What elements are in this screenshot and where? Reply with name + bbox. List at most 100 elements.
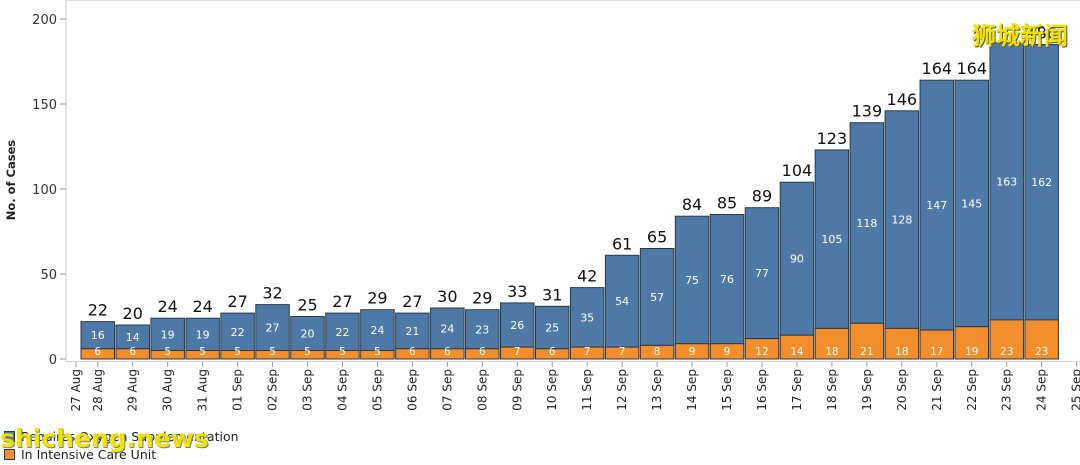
x-tick-label: 17 Sep <box>790 369 804 411</box>
data-label-total: 164 <box>956 59 987 78</box>
bar-icu <box>569 346 605 360</box>
axes: 0 50 100 150 200 No. of Cases 27 Aug 28 Aug 29 A… <box>4 0 1080 412</box>
data-label-oxygen: 26 <box>510 319 524 332</box>
bar-icu <box>919 329 955 360</box>
legend-item-icu: In Intensive Care Unit <box>4 445 239 463</box>
data-label-icu: 7 <box>619 346 626 358</box>
x-tick-label: 15 Sep <box>720 369 734 411</box>
bar-icu <box>884 327 920 360</box>
x-tick-label: 31 Aug <box>196 369 210 412</box>
bar-oxygen <box>814 149 850 329</box>
data-label-icu: 12 <box>755 346 768 358</box>
bar-oxygen <box>255 304 290 352</box>
data-label-oxygen: 145 <box>961 197 982 210</box>
bar-icu <box>744 338 780 360</box>
bar-icu <box>185 350 220 360</box>
data-label-oxygen: 19 <box>161 328 175 341</box>
data-label-oxygen: 77 <box>755 267 769 280</box>
x-tick-label: 18 Sep <box>825 369 839 411</box>
data-label-icu: 5 <box>269 346 276 358</box>
x-tick-label: 20 Sep <box>895 369 909 411</box>
data-label-icu: 17 <box>930 346 943 358</box>
data-label-icu: 6 <box>409 346 416 358</box>
data-label-total: 27 <box>402 292 422 311</box>
legend-label-oxygen: Requires Oxygen Supplementation <box>21 428 239 444</box>
x-tick-label: 03 Sep <box>301 369 315 411</box>
data-label-oxygen: 118 <box>856 217 877 230</box>
bar-icu <box>779 334 815 360</box>
bar-oxygen <box>1024 44 1059 321</box>
data-label-oxygen: 105 <box>821 233 842 246</box>
bar-icu <box>639 344 675 360</box>
data-label-total: 33 <box>507 282 527 301</box>
data-label-oxygen: 35 <box>580 311 594 324</box>
x-tick-label: 14 Sep <box>685 369 699 411</box>
data-label-total: 139 <box>852 102 883 121</box>
bar-icu <box>255 350 290 360</box>
bar-oxygen <box>674 215 710 345</box>
data-label-total: 146 <box>887 90 918 109</box>
data-label-icu: 5 <box>374 346 381 358</box>
data-label-icu: 6 <box>444 346 451 358</box>
bar-icu <box>500 346 535 360</box>
data-label-total: 65 <box>647 228 667 247</box>
data-label-total: 29 <box>472 289 492 308</box>
x-tick-label: 19 Sep <box>860 369 874 411</box>
y-tick-label: 50 <box>40 268 57 283</box>
bar-icu <box>80 348 115 360</box>
stacked-bar-chart: 0 50 100 150 200 No. of Cases 27 Aug 28 Aug 29 A… <box>4 0 1080 412</box>
legend: Requires Oxygen Supplementation In Inten… <box>4 427 239 463</box>
bar-icu <box>814 327 850 360</box>
bar-icu <box>115 348 150 360</box>
data-label-icu: 23 <box>1000 346 1013 358</box>
data-label-oxygen: 14 <box>126 331 140 344</box>
data-label-total: 27 <box>227 292 247 311</box>
bar-icu <box>604 346 640 360</box>
data-label-total: 61 <box>612 234 632 253</box>
data-label-icu: 6 <box>549 346 556 358</box>
data-label-total: 31 <box>542 285 562 304</box>
data-label-oxygen: 23 <box>475 323 489 336</box>
bar-icu <box>709 343 745 360</box>
data-label-total: 24 <box>192 297 212 316</box>
data-label-icu: 18 <box>895 346 908 358</box>
bar-oxygen <box>185 317 220 352</box>
bar-icu <box>325 350 360 360</box>
data-label-icu: 5 <box>304 346 311 358</box>
x-tick-label: 13 Sep <box>650 369 664 411</box>
y-tick-label: 0 <box>49 353 57 368</box>
bar-icu <box>150 350 185 360</box>
y-tick-label: 100 <box>32 183 57 198</box>
bar-icu <box>674 343 710 360</box>
x-tick-label: 10 Sep <box>545 369 559 411</box>
bar-oxygen <box>500 302 535 348</box>
bar-icu <box>954 326 989 360</box>
y-tick-label: 150 <box>32 98 57 113</box>
x-tick-label: 25 Sep <box>1070 369 1080 411</box>
data-label-oxygen: 22 <box>335 326 349 339</box>
bar-icu <box>465 348 500 360</box>
data-label-icu: 9 <box>724 346 731 358</box>
bar-oxygen <box>989 42 1024 321</box>
x-tick-label: 05 Sep <box>370 369 384 411</box>
data-label-total: 22 <box>88 301 108 320</box>
bars <box>80 42 1059 360</box>
bar-icu <box>849 322 885 360</box>
x-tick-label: 01 Sep <box>231 369 245 411</box>
bar-oxygen <box>849 122 885 324</box>
data-label-oxygen: 147 <box>926 199 947 212</box>
x-tick-label: 11 Sep <box>580 369 594 411</box>
data-label-total: 104 <box>782 161 813 180</box>
data-label-total: 29 <box>367 289 387 308</box>
data-label-icu: 5 <box>234 346 241 358</box>
data-label-total: 30 <box>437 287 457 306</box>
data-label-total: 186 <box>1026 24 1057 43</box>
x-tick-label: 12 Sep <box>615 369 629 411</box>
watermark-logo-bottom: shicheng.news <box>0 424 209 453</box>
bar-oxygen <box>150 317 185 352</box>
x-tick-label: 02 Sep <box>266 369 280 411</box>
bar-oxygen <box>604 254 640 348</box>
data-label-oxygen: 16 <box>91 329 105 342</box>
x-tick-label: 21 Sep <box>930 369 944 411</box>
data-label-total: 85 <box>717 194 737 213</box>
